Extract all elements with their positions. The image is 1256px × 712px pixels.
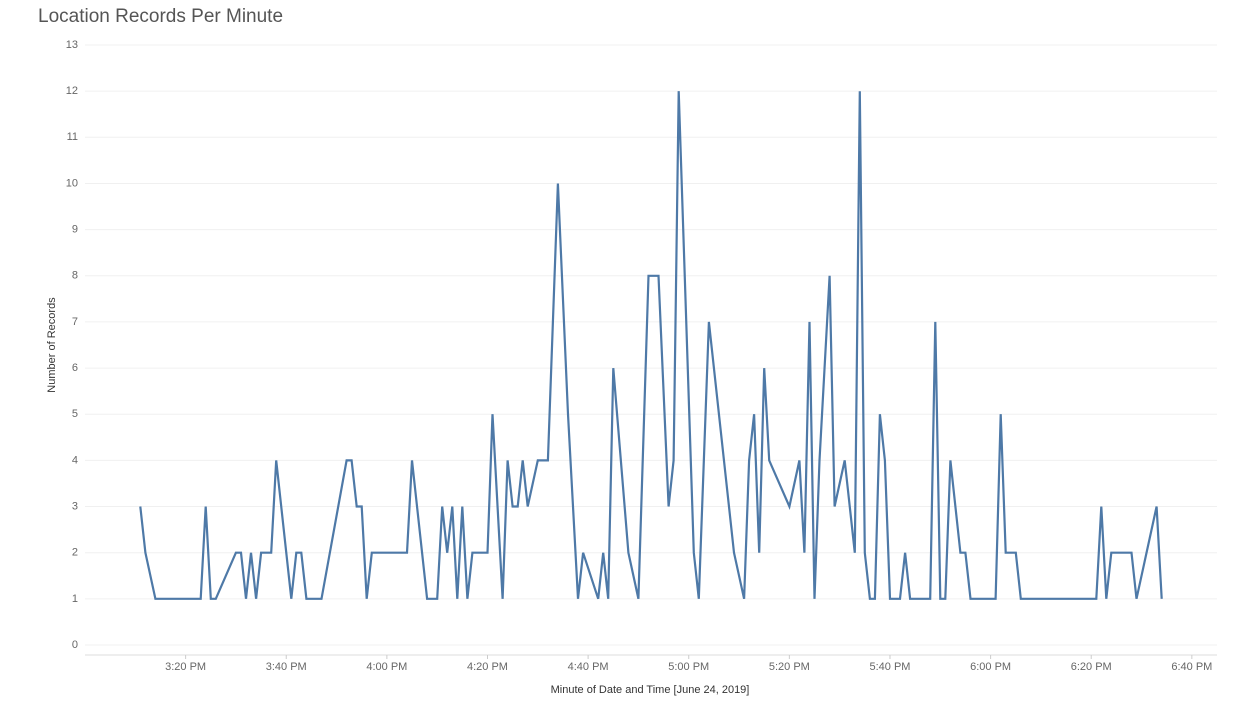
x-tick-label: 6:20 PM	[1071, 661, 1112, 673]
y-tick-label: 10	[66, 177, 78, 189]
y-tick-label: 4	[72, 454, 78, 466]
x-tick-label: 5:20 PM	[769, 661, 810, 673]
y-tick-label: 0	[72, 639, 78, 651]
x-tick-label: 4:20 PM	[467, 661, 508, 673]
x-tick-label: 4:40 PM	[568, 661, 609, 673]
y-tick-label: 1	[72, 593, 78, 605]
x-tick-label: 5:40 PM	[869, 661, 910, 673]
x-tick-label: 3:40 PM	[266, 661, 307, 673]
y-tick-label: 13	[66, 39, 78, 51]
y-tick-label: 5	[72, 408, 78, 420]
y-tick-label: 8	[72, 270, 78, 282]
x-axis-label: Minute of Date and Time [June 24, 2019]	[551, 684, 750, 696]
x-tick-label: 4:00 PM	[366, 661, 407, 673]
y-tick-label: 3	[72, 500, 78, 512]
y-tick-label: 12	[66, 85, 78, 97]
x-tick-label: 6:00 PM	[970, 661, 1011, 673]
y-tick-label: 2	[72, 547, 78, 559]
chart-title: Location Records Per Minute	[38, 6, 283, 27]
y-tick-label: 6	[72, 362, 78, 374]
y-axis-label: Number of Records	[46, 297, 58, 393]
y-tick-label: 7	[72, 316, 78, 328]
y-tick-label: 9	[72, 224, 78, 236]
y-tick-label: 11	[67, 131, 78, 143]
x-tick-label: 5:00 PM	[668, 661, 709, 673]
data-line	[139, 91, 1163, 600]
x-tick-label: 6:40 PM	[1171, 661, 1212, 673]
x-tick-label: 3:20 PM	[165, 661, 206, 673]
